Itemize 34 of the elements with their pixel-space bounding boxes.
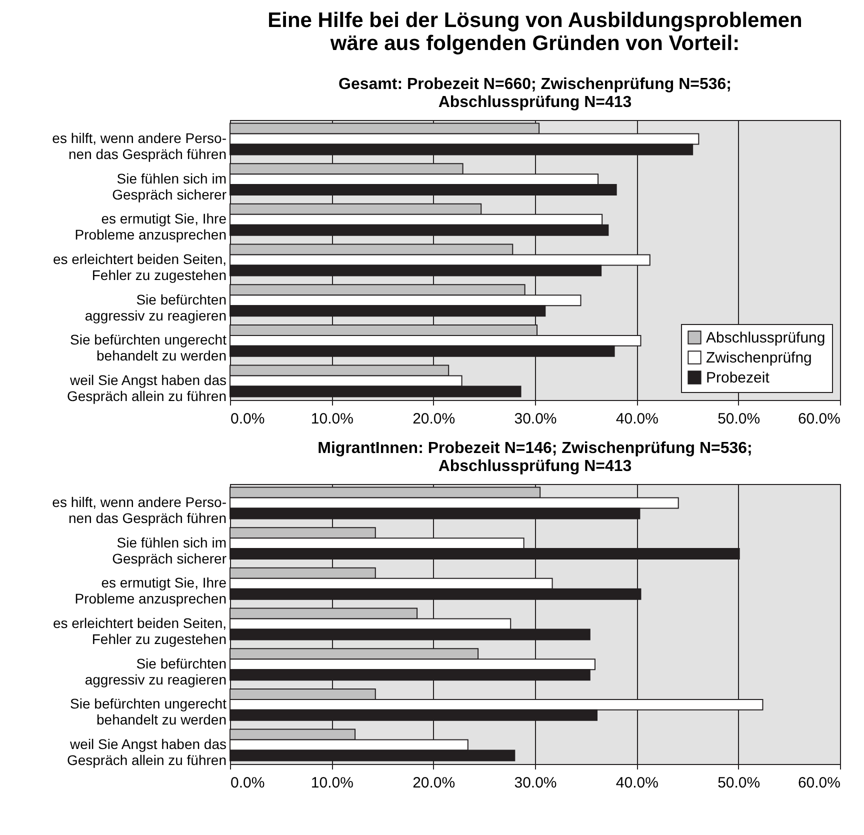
chart-title: Eine Hilfe bei der Lösung von Ausbildungsproblemen wäre aus folgenden Gründen von Vorteil:: [268, 9, 802, 55]
y-tick-label: es hilft, wenn andere Perso- nen das Gespräch führen: [52, 494, 227, 526]
x-tick-label: 10.0%: [310, 774, 354, 792]
y-tick-label: es erleichtert beiden Seiten, Fehler zu zugestehen: [52, 251, 226, 283]
x-tick-label: 50.0%: [718, 774, 760, 792]
y-tick-label: weil Sie Angst haben das Gespräch allein zu führen: [66, 372, 226, 404]
y-tick-label: es ermutigt Sie, Ihre Probleme anzusprechen: [74, 210, 227, 243]
chart-subtitle: Gesamt: Probezeit N=660; Zwischenprüfung N=536; Abschlussprüfung N=413: [338, 76, 732, 111]
x-tick-label: 30.0%: [514, 410, 557, 428]
x-tick-label: 60.0%: [798, 410, 840, 428]
y-tick-label: Sie befürchten aggressiv zu reagieren: [84, 655, 226, 688]
y-tick-label: Sie befürchten ungerecht behandelt zu werden: [70, 696, 227, 728]
x-tick-label: 40.0%: [616, 774, 658, 792]
x-tick-label: 40.0%: [616, 410, 658, 428]
y-tick-label: Sie befürchten aggressiv zu reagieren: [84, 291, 226, 324]
x-tick-label: 30.0%: [514, 774, 557, 792]
y-tick-label: es hilft, wenn andere Perso- nen das Gespräch führen: [52, 130, 227, 162]
y-tick-label: Sie fühlen sich im Gespräch sicherer: [112, 534, 227, 566]
legend-label: Abschlussprüfung: [706, 330, 826, 346]
y-tick-label: Sie fühlen sich im Gespräch sicherer: [112, 170, 227, 202]
x-tick-label: 0.0%: [230, 410, 265, 428]
y-tick-label: es ermutigt Sie, Ihre Probleme anzusprechen: [74, 574, 227, 607]
x-tick-label: 10.0%: [310, 410, 354, 428]
x-tick-label: 50.0%: [718, 410, 760, 428]
x-tick-label: 0.0%: [230, 774, 265, 792]
legend-label: Probezeit: [706, 370, 770, 386]
legend-label: Zwischenprüfng: [706, 350, 812, 366]
chart-title: MigrantInnen: Probezeit N=146; Zwischenprüfung N=536; Abschlussprüfung N=413: [318, 440, 752, 475]
x-tick-label: 20.0%: [412, 410, 456, 428]
y-tick-label: Sie befürchten ungerecht behandelt zu werden: [70, 332, 227, 364]
y-tick-label: es erleichtert beiden Seiten, Fehler zu zugestehen: [52, 615, 226, 647]
y-tick-label: weil Sie Angst haben das Gespräch allein zu führen: [66, 736, 226, 768]
x-tick-label: 20.0%: [412, 774, 456, 792]
x-tick-label: 60.0%: [798, 774, 840, 792]
